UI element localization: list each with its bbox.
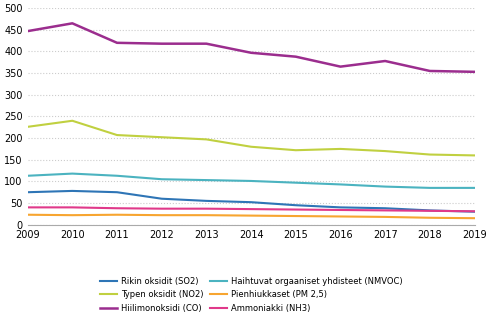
Legend: Rikin oksidit (SO2), Typen oksidit (NO2), Hiilimonoksidi (CO), Haihtuvat orgaani: Rikin oksidit (SO2), Typen oksidit (NO2)…	[100, 276, 402, 313]
